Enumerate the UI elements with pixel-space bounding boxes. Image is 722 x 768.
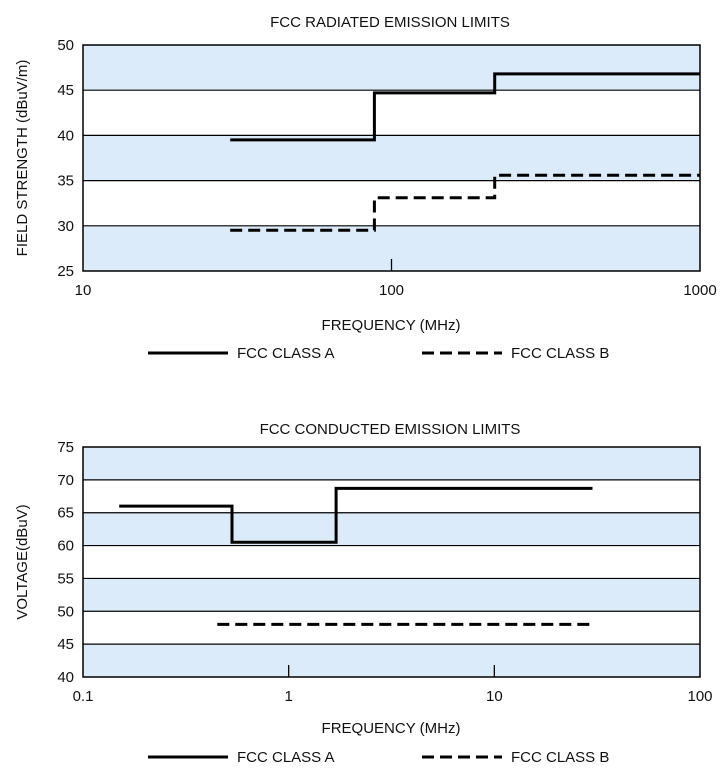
y-axis-label: FIELD STRENGTH (dBuV/m) — [14, 60, 31, 257]
band-white — [83, 545, 700, 579]
gridlines — [83, 479, 700, 645]
band-shaded — [83, 644, 700, 677]
x-axis-label: FREQUENCY (MHz) — [322, 317, 461, 334]
y-tick-label: 25 — [57, 263, 74, 280]
y-tick-labels: 40 45 50 55 60 65 70 75 — [57, 439, 74, 686]
legend-label-class-a: FCC CLASS A — [237, 749, 335, 766]
conducted-emission-chart: FCC CONDUCTED EMISSION LIMITS 40 45 50 55 60… — [14, 421, 713, 766]
y-tick-label: 50 — [57, 603, 74, 620]
series-line-fcc-class-b — [230, 173, 700, 232]
y-tick-label: 40 — [57, 127, 74, 144]
series-line-fcc-class-a — [119, 486, 593, 544]
band-white — [83, 479, 700, 513]
chart-title: FCC RADIATED EMISSION LIMITS — [270, 14, 510, 31]
x-tick-labels: 0.1 1 10 100 — [73, 665, 713, 705]
y-tick-label: 45 — [57, 82, 74, 99]
series-lines — [119, 486, 593, 626]
band-shaded — [83, 135, 700, 181]
y-tick-label: 40 — [57, 669, 74, 686]
band-shaded — [83, 578, 700, 612]
y-tick-label: 45 — [57, 636, 74, 653]
legend: FCC CLASS A FCC CLASS B — [148, 345, 609, 362]
series-line-fcc-class-a — [230, 72, 700, 142]
x-tick-label: 1 — [284, 688, 292, 705]
y-axis-label: VOLTAGE(dBuV) — [14, 504, 31, 619]
y-tick-label: 30 — [57, 218, 74, 235]
y-tick-label: 70 — [57, 472, 74, 489]
band-white — [83, 180, 700, 226]
band-white — [83, 611, 700, 645]
band-shaded — [83, 512, 700, 546]
x-axis-label: FREQUENCY (MHz) — [322, 720, 461, 737]
band-shaded — [83, 45, 700, 91]
y-tick-label: 35 — [57, 173, 74, 190]
x-tick-label: 0.1 — [73, 688, 94, 705]
legend-label-class-b: FCC CLASS B — [511, 749, 609, 766]
band-white — [83, 90, 700, 136]
plot-frame — [82, 446, 701, 678]
y-tick-labels: 25 30 35 40 45 50 — [57, 37, 74, 280]
y-tick-label: 50 — [57, 37, 74, 54]
gridlines — [83, 89, 700, 227]
band-shaded — [83, 447, 700, 480]
series-lines — [230, 72, 700, 232]
plot-area-bands — [83, 447, 700, 677]
x-tick-labels: 10 100 1000 — [75, 259, 717, 299]
y-tick-label: 65 — [57, 505, 74, 522]
radiated-emission-chart: FCC RADIATED EMISSION LIMITS 25 30 35 40 45 5… — [14, 14, 717, 362]
x-tick-label: 100 — [687, 688, 712, 705]
x-tick-label: 100 — [379, 282, 404, 299]
legend-label-class-b: FCC CLASS B — [511, 345, 609, 362]
y-tick-label: 55 — [57, 570, 74, 587]
chart-title: FCC CONDUCTED EMISSION LIMITS — [260, 421, 521, 438]
y-tick-label: 60 — [57, 538, 74, 555]
x-tick-label: 10 — [75, 282, 92, 299]
legend: FCC CLASS A FCC CLASS B — [148, 749, 609, 766]
y-tick-label: 75 — [57, 439, 74, 456]
plot-area-bands — [83, 45, 700, 271]
x-tick-label: 10 — [486, 688, 503, 705]
legend-label-class-a: FCC CLASS A — [237, 345, 335, 362]
x-tick-label: 1000 — [683, 282, 716, 299]
